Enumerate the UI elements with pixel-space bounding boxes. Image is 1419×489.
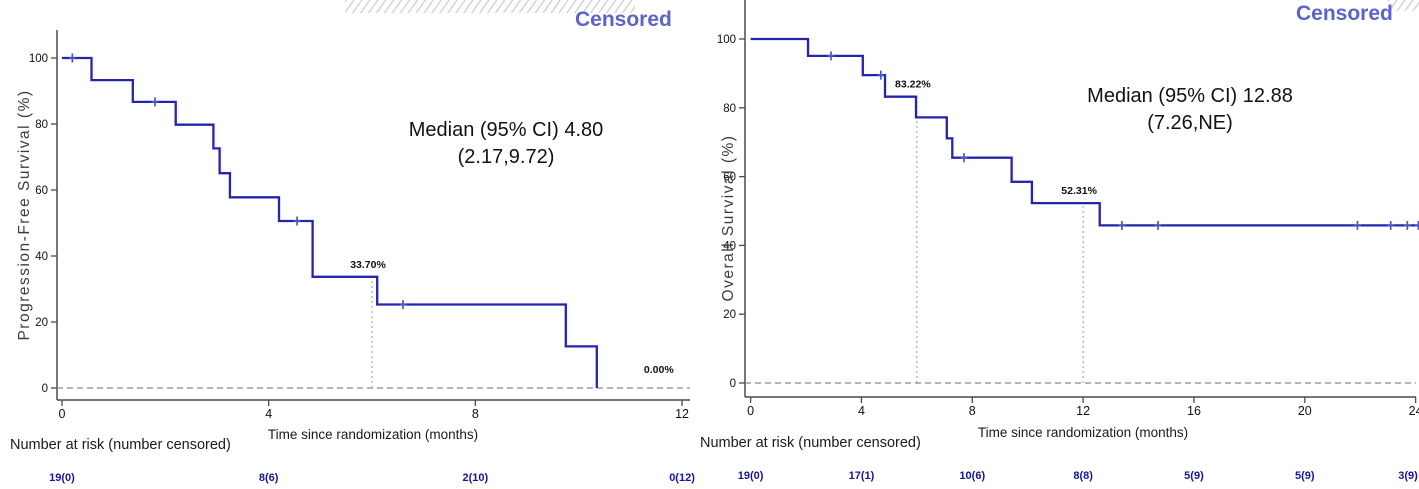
os-censored-legend: Censored (1296, 2, 1393, 25)
pfs-risk-value: 19(0) (49, 472, 75, 484)
pfs-median-line2: (2.17,9.72) (457, 146, 555, 168)
os-median-line1: Median (95% CI) 12.88 (1087, 85, 1293, 107)
pfs-risk-value: 0(12) (669, 472, 695, 484)
pfs-number-at-risk-row: 19(0) 8(6) 2(10) 0(12) (49, 472, 695, 484)
os-x-tick-label: 12 (1076, 404, 1090, 418)
pfs-number-at-risk-label: Number at risk (number censored) (10, 437, 231, 453)
os-risk-value: 5(9) (1295, 470, 1315, 482)
os-y-tick-label: 100 (717, 34, 736, 46)
os-x-tick-label: 8 (969, 404, 976, 418)
pfs-censor-marks (68, 53, 407, 310)
pfs-median-line1: Median (95% CI) 4.80 (408, 119, 604, 141)
os-risk-value: 5(9) (1184, 470, 1204, 482)
os-x-tick-label: 20 (1298, 404, 1312, 418)
pfs-x-tick-label: 12 (675, 407, 689, 421)
pfs-y-tick-label: 0 (42, 383, 48, 395)
pfs-x-axis-title: Time since randomization (months) (267, 427, 479, 442)
pfs-km-step-curve (62, 56, 598, 388)
os-y-tick-label: 20 (723, 309, 736, 321)
hatch-watermark (345, 0, 635, 13)
os-x-tick-label: 24 (1409, 404, 1419, 418)
pfs-risk-value: 8(6) (259, 472, 279, 484)
pfs-axes (56, 30, 690, 401)
os-x-tick-label: 0 (747, 404, 754, 418)
os-risk-value: 3(9) (1398, 470, 1418, 482)
os-panel: 0 20 40 60 80 100 0 4 8 12 16 20 24 83.22% 52.31% 19(0)… (717, 0, 1419, 482)
os-number-at-risk-row: 19(0) 17(1) 10(6) 8(8) 5(9) 5(9) 3(9) (738, 470, 1418, 482)
os-censor-marks (827, 51, 1419, 230)
os-y-tick-label: 40 (723, 240, 736, 252)
os-axes (744, 0, 1416, 398)
pfs-panel: 0 20 40 60 80 100 0 4 8 12 33.70% 0.00% 19(0) 8(6) 2(1… (29, 30, 695, 484)
os-km-step-curve (750, 37, 1419, 227)
os-risk-value: 8(8) (1073, 470, 1093, 482)
pfs-y-tick-label: 20 (35, 317, 48, 329)
hatch-watermark-right (1388, 0, 1419, 11)
pfs-y-tick-label: 100 (29, 53, 48, 65)
pfs-y-tick-label: 80 (35, 119, 48, 131)
os-landmark-label: 83.22% (895, 79, 931, 91)
os-landmark-label: 52.31% (1061, 185, 1097, 197)
pfs-censored-legend: Censored (575, 8, 672, 31)
os-x-axis-title: Time since randomization (months) (977, 425, 1189, 440)
pfs-y-tick-label: 60 (35, 185, 48, 197)
os-y-axis-title: Overall Survival (%) (720, 134, 737, 302)
pfs-x-tick-label: 0 (59, 407, 66, 421)
os-risk-value: 19(0) (738, 470, 764, 482)
os-risk-value: 17(1) (849, 470, 875, 482)
pfs-annotation-label: 0.00% (644, 364, 674, 376)
pfs-x-tick-label: 4 (265, 407, 272, 421)
pfs-median-annotation: Median (95% CI) 4.80 (2.17,9.72) (388, 117, 624, 171)
pfs-landmark-label: 33.70% (350, 259, 386, 271)
os-y-tick-label: 80 (723, 103, 736, 115)
pfs-y-axis-title: Progression-Free Survival (%) (16, 89, 33, 341)
os-y-tick-label: 0 (730, 378, 736, 390)
os-number-at-risk-label: Number at risk (number censored) (700, 435, 921, 451)
os-x-tick-label: 4 (858, 404, 865, 418)
pfs-risk-value: 2(10) (463, 472, 489, 484)
os-y-tick-label: 60 (723, 172, 736, 184)
os-x-tick-label: 16 (1187, 404, 1201, 418)
pfs-y-tick-label: 40 (35, 251, 48, 263)
pfs-x-tick-label: 8 (472, 407, 479, 421)
os-median-line2: (7.26,NE) (1147, 112, 1233, 134)
os-risk-value: 10(6) (959, 470, 985, 482)
os-median-annotation: Median (95% CI) 12.88 (7.26,NE) (1072, 83, 1308, 137)
